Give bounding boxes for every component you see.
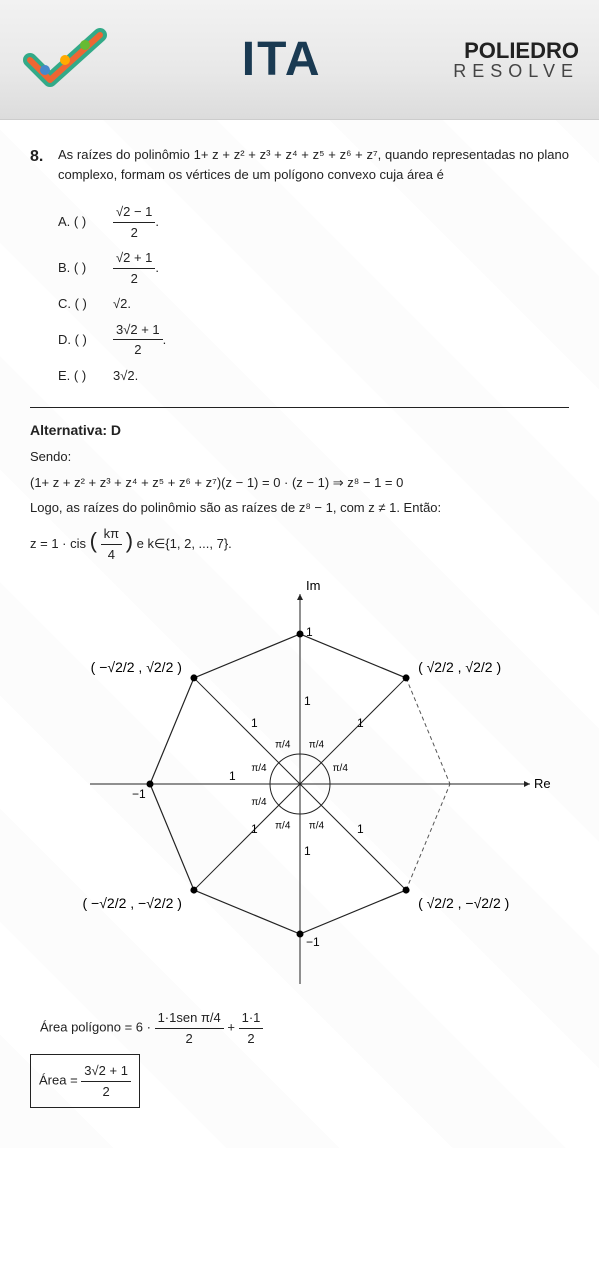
svg-text:1: 1 [304,844,311,858]
svg-text:1: 1 [357,716,364,730]
svg-text:1: 1 [229,769,236,783]
svg-text:( √2/2 , −√2/2 ): ( √2/2 , −√2/2 ) [418,895,509,911]
svg-text:1: 1 [306,625,313,639]
final-answer-box: Área = 3√2 + 1 2 [30,1054,140,1108]
svg-text:π/4: π/4 [251,797,267,808]
area-calculation: Área polígono = 6 · 1·1sen π/4 2 + 1·1 2 [40,1008,569,1048]
option-label: E. ( ) [58,366,113,386]
option-plain: 3√2. [113,366,138,386]
svg-text:−1: −1 [306,935,320,949]
question-text: As raízes do polinômio 1+ z + z² + z³ + … [58,145,569,184]
option-plain: √2. [113,294,131,314]
svg-text:1: 1 [357,822,364,836]
solution-line: Logo, as raízes do polinômio são as raíz… [30,498,569,518]
option-fraction: √2 + 1 2 [113,248,155,288]
check-logo-icon [20,25,110,95]
option-label: D. ( ) [58,330,113,350]
svg-text:π/4: π/4 [332,763,348,774]
option-b: B. ( ) √2 + 1 2 . [58,248,569,288]
svg-text:( −√2/2 , √2/2 ): ( −√2/2 , √2/2 ) [90,659,181,675]
svg-text:π/4: π/4 [308,739,324,750]
options-list: A. ( ) √2 − 1 2 . B. ( ) √2 + 1 2 . C. (… [58,202,569,385]
divider [30,407,569,408]
complex-plane-diagram: Im Re 1 1 1 1 1 1 1 π/4 π/4 π/4 π/4 π/4 π/4 π/4 1 −1 −1 ( √… [40,574,560,994]
svg-text:−1: −1 [132,787,146,801]
question-row: 8. As raízes do polinômio 1+ z + z² + z³… [30,145,569,184]
svg-text:1: 1 [250,716,257,730]
svg-text:Re: Re [534,776,551,791]
svg-text:1: 1 [304,694,311,708]
svg-text:1: 1 [250,822,257,836]
brand-line1: POLIEDRO [453,40,579,62]
solution-block: Sendo: (1+ z + z² + z³ + z⁴ + z⁵ + z⁶ + … [30,447,569,564]
svg-text:π/4: π/4 [308,821,324,832]
solution-line: Sendo: [30,447,569,467]
answer-label: Alternativa: D [30,420,569,441]
exam-title: ITA [242,24,322,96]
solution-line: z = 1 · cis ( kπ 4 ) e k∈{1, 2, ..., 7}. [30,524,569,565]
svg-text:( −√2/2 , −√2/2 ): ( −√2/2 , −√2/2 ) [82,895,181,911]
svg-text:π/4: π/4 [251,763,267,774]
option-e: E. ( ) 3√2. [58,366,569,386]
option-label: A. ( ) [58,212,113,232]
svg-text:( √2/2 , √2/2 ): ( √2/2 , √2/2 ) [418,659,501,675]
option-a: A. ( ) √2 − 1 2 . [58,202,569,242]
brand-block: POLIEDRO RESOLVE [453,40,579,80]
svg-text:Im: Im [306,578,320,593]
page-content: 8. As raízes do polinômio 1+ z + z² + z³… [0,120,599,1148]
solution-line: (1+ z + z² + z³ + z⁴ + z⁵ + z⁶ + z⁷)(z −… [30,473,569,493]
option-fraction: √2 − 1 2 [113,202,155,242]
svg-text:π/4: π/4 [275,739,291,750]
option-fraction: 3√2 + 1 2 [113,320,163,360]
brand-line2: RESOLVE [453,62,579,80]
option-d: D. ( ) 3√2 + 1 2 . [58,320,569,360]
option-c: C. ( ) √2. [58,294,569,314]
page-header: ITA POLIEDRO RESOLVE [0,0,599,120]
question-number: 8. [30,145,58,184]
option-label: C. ( ) [58,294,113,314]
option-label: B. ( ) [58,258,113,278]
svg-text:π/4: π/4 [275,821,291,832]
